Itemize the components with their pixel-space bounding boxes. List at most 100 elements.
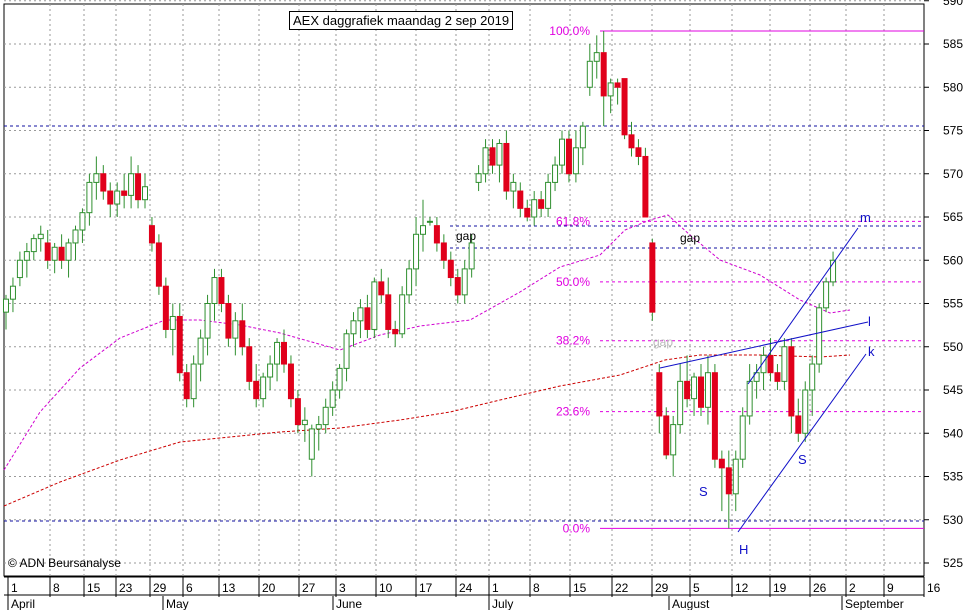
candle: [253, 364, 260, 408]
candle: [816, 303, 823, 373]
candle: [176, 303, 183, 382]
candle-body: [593, 52, 600, 62]
x-tick-label: 24: [459, 581, 473, 595]
fib-level-label: 61.8%: [556, 214, 590, 228]
candle: [51, 242, 58, 274]
candle: [183, 364, 190, 408]
candle-body: [100, 173, 107, 192]
candle-body: [16, 259, 23, 279]
candle: [267, 355, 274, 390]
candle-body: [190, 363, 197, 400]
fib-level-label: 100.0%: [549, 24, 590, 38]
candle-body: [420, 225, 426, 235]
trendline-m: [747, 227, 859, 385]
candle: [232, 312, 239, 356]
candle: [552, 156, 559, 192]
candle-body: [128, 173, 135, 196]
candle-body: [413, 233, 420, 270]
candle-body: [781, 346, 788, 382]
candle: [65, 238, 72, 278]
candle: [72, 225, 79, 261]
candle: [788, 338, 795, 434]
candle-body: [531, 199, 538, 218]
gap-label-faint: gap: [653, 335, 673, 349]
candle-body: [732, 458, 739, 495]
candle-body: [225, 303, 232, 339]
y-tick-label: 565: [943, 210, 963, 224]
candle: [656, 364, 663, 434]
candle: [830, 251, 837, 287]
candle: [531, 191, 538, 226]
trendline-k: [737, 353, 867, 533]
candle-body: [79, 212, 86, 231]
candle-body: [114, 190, 121, 205]
candle: [225, 294, 232, 347]
candle: [607, 78, 614, 114]
candle-body: [704, 372, 711, 408]
x-tick-label: 29: [655, 581, 669, 595]
candle: [760, 346, 767, 390]
candle-body: [329, 389, 336, 408]
candle-body: [461, 268, 468, 296]
candle-body: [9, 285, 16, 300]
candle: [274, 338, 281, 382]
candle-body: [656, 372, 663, 417]
candle-body: [691, 376, 698, 400]
candle: [475, 165, 482, 192]
y-tick-label: 555: [943, 297, 963, 311]
candle-body: [65, 242, 72, 261]
candle: [517, 182, 524, 217]
candle-body: [635, 147, 642, 157]
candle: [649, 238, 656, 321]
candle-body: [684, 380, 691, 400]
x-tick-label: 20: [262, 581, 276, 595]
candle-body: [830, 259, 837, 283]
candle: [642, 147, 649, 218]
y-tick-label: 525: [943, 556, 963, 570]
candle: [420, 199, 426, 252]
candle: [426, 217, 433, 226]
trendline-m-label: m: [860, 210, 871, 225]
candle: [454, 268, 461, 304]
x-tick-label: 27: [302, 581, 316, 595]
x-tick-label: 12: [735, 581, 749, 595]
candle: [447, 251, 454, 287]
candle-body: [336, 367, 343, 391]
y-tick-label: 575: [943, 124, 963, 138]
x-tick-label: 17: [419, 581, 433, 595]
candle-body: [489, 147, 496, 166]
candle: [628, 121, 635, 157]
candle-body: [559, 138, 565, 166]
candle: [711, 364, 718, 468]
y-tick-label: 550: [943, 340, 963, 354]
candle-body: [642, 155, 649, 218]
candle-body: [246, 346, 253, 382]
candle-body: [586, 60, 593, 88]
candle: [753, 364, 760, 399]
x-tick-label: 2: [849, 581, 856, 595]
x-tick-label: 10: [379, 581, 393, 595]
candle: [197, 329, 204, 382]
candle-body: [802, 389, 809, 434]
candle: [781, 338, 788, 390]
y-tick-label: 560: [943, 253, 963, 267]
candle-body: [760, 354, 767, 374]
x-tick-label: 8: [53, 581, 60, 595]
candle: [621, 78, 628, 140]
candle-body: [711, 372, 718, 460]
candle-body: [739, 415, 746, 460]
candle-body: [406, 268, 413, 296]
candle: [600, 31, 607, 127]
fib-level-label: 23.6%: [556, 405, 590, 419]
candle-body: [510, 181, 517, 192]
candle-body: [23, 251, 30, 261]
candle: [169, 303, 176, 356]
month-label: June: [336, 597, 362, 610]
candle-body: [121, 190, 128, 196]
candle-body: [663, 415, 670, 456]
candle: [433, 217, 440, 252]
candle: [343, 329, 350, 382]
candle-body: [294, 398, 301, 426]
candle-body: [322, 406, 329, 426]
candle: [691, 372, 698, 416]
